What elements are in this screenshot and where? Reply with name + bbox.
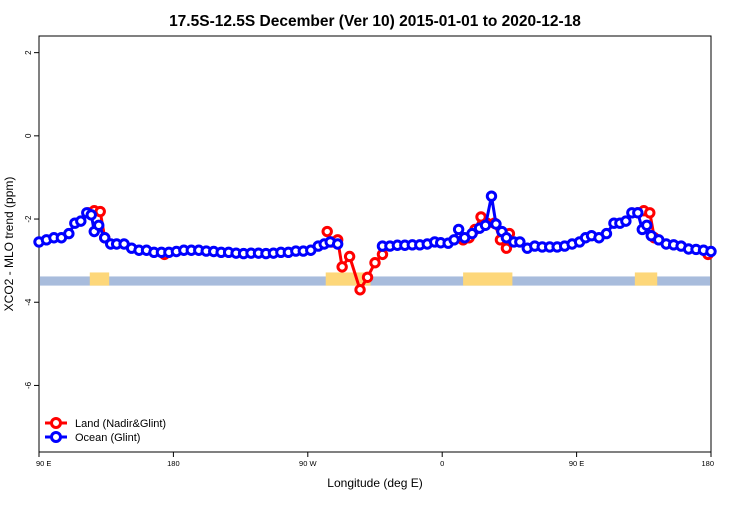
x-tick-label: 180 [701, 459, 714, 468]
data-point [500, 242, 513, 254]
y-axis-label: XCO2 - MLO trend (ppm) [2, 177, 16, 312]
chart-title: 17.5S-12.5S December (Ver 10) 2015-01-01… [169, 13, 581, 30]
land-band-1 [325, 272, 371, 286]
plot-frame [38, 35, 712, 453]
data-point [321, 225, 333, 238]
data-point [514, 236, 526, 248]
data-point [63, 227, 75, 240]
land-band-0 [89, 272, 110, 286]
x-tick-label: 90 W [299, 459, 317, 468]
data-point [632, 207, 644, 219]
data-point [85, 209, 97, 221]
y-tick-label: 0 [24, 133, 33, 138]
y-tick-label: -2 [24, 215, 33, 223]
series-layer [33, 190, 717, 296]
legend-label-land: Land (Nadir&Glint) [75, 418, 166, 430]
data-point [369, 257, 381, 269]
ocean-band [40, 276, 710, 286]
data-point [448, 234, 460, 246]
data-point [705, 245, 717, 258]
data-point [343, 250, 356, 263]
legend-marker-ocean [50, 431, 62, 443]
x-tick-label: 90 E [569, 459, 584, 468]
data-point [93, 219, 105, 231]
data-point [466, 227, 478, 240]
y-tick-label: -4 [24, 298, 33, 306]
legend: Land (Nadir&Glint) Ocean (Glint) [45, 417, 166, 444]
land-ocean-bar [40, 272, 710, 286]
x-tick-label: 0 [440, 459, 444, 468]
land-band-2 [463, 272, 513, 286]
data-point [331, 238, 344, 250]
x-tick-label: 180 [167, 459, 180, 468]
data-point [354, 284, 366, 296]
data-point [641, 219, 653, 231]
data-point [600, 227, 613, 240]
y-tick-label: -6 [24, 381, 33, 389]
data-point [485, 190, 498, 202]
data-point [644, 207, 656, 219]
legend-marker-land [50, 417, 62, 429]
data-point [490, 218, 502, 230]
data-point [479, 219, 492, 231]
x-axis-label: Longitude (deg E) [327, 476, 422, 490]
legend-item-land: Land (Nadir&Glint) [45, 417, 166, 430]
series-ocean [33, 190, 717, 260]
data-point [94, 205, 106, 218]
x-tick-label: 90 E [36, 459, 51, 468]
data-point [620, 215, 632, 227]
data-point [361, 271, 374, 283]
land-band-3 [634, 272, 658, 286]
data-point [452, 223, 465, 236]
axis-layer: 2 0 -2 -4 -6 90 E 180 90 W 0 90 E 180 [24, 50, 714, 468]
data-point [75, 215, 87, 227]
data-point [336, 261, 348, 273]
legend-label-ocean: Ocean (Glint) [75, 432, 140, 444]
y-tick-label: 2 [24, 50, 33, 55]
legend-item-ocean: Ocean (Glint) [45, 431, 140, 444]
